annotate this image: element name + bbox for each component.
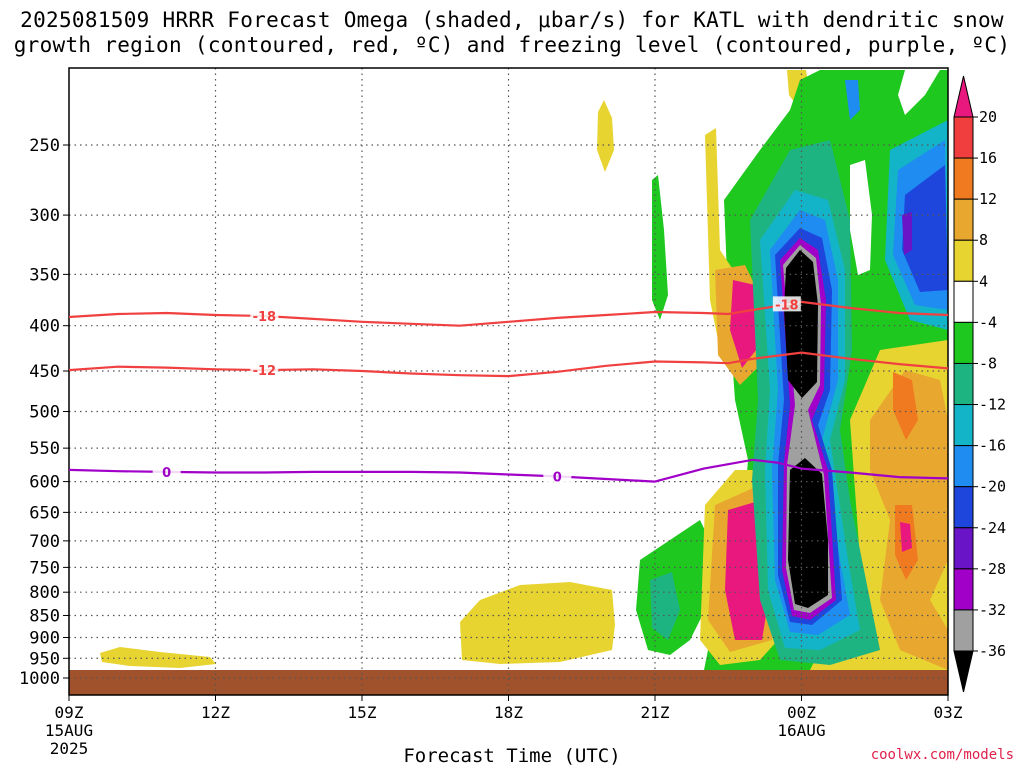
colorbar-box [953, 527, 974, 570]
colorbar-box [953, 445, 974, 488]
colorbar-label: -12 [979, 396, 1006, 414]
omega-core-upper [784, 250, 818, 398]
omega-area-purple-ur [902, 212, 912, 255]
colorbar-box [953, 568, 974, 611]
y-tick-label: 650 [29, 503, 60, 523]
colorbar-box [953, 362, 974, 406]
x-tick-label: 00Z [787, 703, 816, 722]
y-tick-label: 800 [29, 583, 60, 603]
colorbar-box [953, 486, 974, 529]
credit-link[interactable]: coolwx.com/models [870, 747, 1014, 763]
omega-area-green-a [652, 175, 668, 320]
colorbar-label: -8 [979, 354, 997, 372]
colorbar-label: -16 [979, 437, 1006, 455]
chart-title-line-1: 2025081509 HRRR Forecast Omega (shaded, … [20, 8, 1004, 32]
colorbar-label: 4 [979, 272, 988, 290]
colorbar-label: -36 [979, 642, 1006, 660]
omega-shading-layer [100, 70, 948, 690]
y-axis: 2503003504004505005506006507007508008509… [19, 136, 69, 689]
x-tick-date: 15AUG [45, 721, 93, 740]
grid-lines [69, 68, 948, 695]
contour-label-bg [543, 468, 572, 484]
omega-area-white-ur-a [850, 160, 872, 275]
contour-label-bg [152, 463, 181, 479]
omega-area-orangedeep-right [893, 372, 918, 440]
y-tick-label: 900 [29, 628, 60, 648]
contour-label-bg [250, 307, 279, 323]
x-tick-date: 16AUG [777, 721, 825, 740]
contour-label: -12 [253, 364, 277, 379]
x-tick-year: 2025 [50, 739, 89, 758]
chart-title-line-2: growth region (contoured, red, ºC) and f… [13, 33, 1011, 57]
contour-label: 0 [162, 466, 171, 481]
x-tick-label: 21Z [641, 703, 670, 722]
y-tick-label: 600 [29, 473, 60, 493]
colorbar: 20 16 12 8 4 -4 -8 -12 -16 -20 -24 -28 -32 -36 [953, 75, 1006, 693]
y-tick-label: 450 [29, 362, 60, 382]
contour-label-bg [772, 296, 801, 312]
y-tick-label: 350 [29, 265, 60, 285]
y-tick-label: 1000 [19, 669, 60, 689]
y-tick-label: 550 [29, 439, 60, 459]
omega-area-blue-top [845, 80, 860, 120]
colorbar-label: 8 [979, 231, 988, 249]
contour-label: -18 [253, 310, 277, 325]
colorbar-box [953, 116, 974, 159]
omega-area-pink-col-a [730, 280, 760, 368]
colorbar-label: 16 [979, 149, 997, 167]
contour-line-0 [68, 458, 949, 483]
x-tick-label: 03Z [934, 703, 963, 722]
y-tick-label: 700 [29, 532, 60, 552]
y-tick-label: 850 [29, 607, 60, 627]
omega-area-yellow-upper-a [597, 100, 614, 172]
omega-area-white-ur-b [898, 70, 940, 115]
y-tick-label: 500 [29, 403, 60, 423]
y-tick-label: 300 [29, 206, 60, 226]
colorbar-top-arrow [953, 75, 974, 118]
colorbar-label: -24 [979, 519, 1006, 537]
x-tick-label: 09Z [55, 703, 84, 722]
colorbar-label: -28 [979, 560, 1006, 578]
colorbar-label: 12 [979, 190, 997, 208]
y-tick-label: 250 [29, 136, 60, 156]
omega-core-lower [788, 458, 828, 608]
x-tick-label: 15Z [348, 703, 377, 722]
omega-area-yellow-left [100, 647, 216, 668]
colorbar-box [953, 321, 974, 364]
colorbar-box [953, 198, 974, 241]
y-tick-label: 400 [29, 317, 60, 337]
colorbar-box [953, 157, 974, 200]
colorbar-label: 20 [979, 108, 997, 126]
colorbar-box [953, 609, 974, 652]
x-tick-label: 18Z [494, 703, 523, 722]
omega-area-pink-right [900, 522, 912, 552]
x-tick-label: 12Z [201, 703, 230, 722]
contour-label: 0 [553, 470, 562, 485]
colorbar-label: -20 [979, 478, 1006, 496]
colorbar-box [953, 280, 974, 323]
colorbar-box [953, 239, 974, 282]
contour-label-bg [250, 362, 279, 378]
y-tick-label: 950 [29, 649, 60, 669]
colorbar-label: -32 [979, 601, 1006, 619]
contour-line-minus12 [68, 351, 949, 378]
contour-layer: -18 -18 -12 0 0 [68, 296, 949, 485]
omega-area-indigo-ur [902, 165, 948, 292]
colorbar-box [953, 404, 974, 447]
y-tick-label: 750 [29, 558, 60, 578]
omega-area-yellow-mid [460, 582, 615, 664]
omega-area-teal-b [650, 572, 680, 640]
x-axis-title: Forecast Time (UTC) [403, 745, 621, 767]
colorbar-bottom-arrow [953, 650, 974, 693]
contour-label: -18 [775, 298, 799, 313]
colorbar-label: -4 [979, 313, 997, 331]
